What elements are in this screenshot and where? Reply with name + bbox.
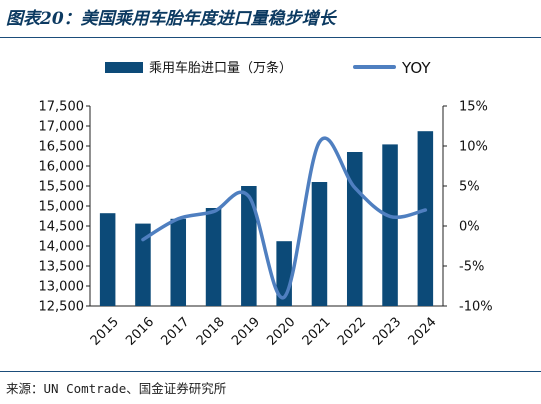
title-rule [0,37,541,38]
bar-2017 [170,218,187,306]
x-tick-label-2019: 2019 [229,315,263,349]
y-left-tick-label: 13,500 [39,260,85,275]
y-left-tick-label: 12,500 [39,300,85,315]
legend-label-bar: 乘用车胎进口量（万条） [149,60,292,76]
y-right-tick-label: 15% [459,100,488,115]
y-left-tick-label: 14,000 [39,240,85,255]
yoy-line-series [141,136,428,300]
source-note: 来源：UN Comtrade、国金证券研究所 [6,381,227,396]
bar-2022 [346,152,363,306]
bar-series [99,131,434,306]
bar-2018 [205,208,222,306]
y-left-tick-label: 13,000 [39,280,85,295]
x-tick-label-2015: 2015 [88,315,122,349]
x-tick-label-2020: 2020 [264,315,298,349]
axes: 12,500 13,000 13,500 14,000 14,500 15,000 15,5… [39,100,493,315]
x-tick-label-2017: 2017 [159,315,193,349]
footer-rule [0,371,541,372]
bar-2023 [382,144,398,306]
x-tick-label-2022: 2022 [335,315,369,349]
y-left-tick-label: 14,500 [39,220,85,235]
x-tick-label-2023: 2023 [370,315,404,349]
legend-swatch-bar [105,62,143,73]
combo-chart: 乘用车胎进口量（万条） YOY 12,50013,00013,50014,0001… [39,59,493,349]
x-tick-label-2018: 2018 [194,315,228,349]
y-right-tick-label: -10% [459,300,493,315]
bar-2024 [417,131,434,306]
legend: 乘用车胎进口量（万条） YOY [105,59,431,77]
bar-2019 [241,186,257,306]
y-left-tick-label: 16,000 [39,160,85,175]
x-tick-label-2016: 2016 [123,315,157,349]
x-tick-label-2024: 2024 [406,315,440,349]
bar-2015 [99,213,116,306]
y-right-tick-label: -5% [459,260,484,275]
y-right-tick-label: 5% [459,180,480,195]
legend-label-line: YOY [401,59,431,77]
x-tick-label-2021: 2021 [300,315,334,349]
yoy-line [141,136,428,300]
y-left-tick-label: 17,000 [39,120,85,135]
y-left-tick-label: 15,500 [39,180,85,195]
bar-2021 [311,182,328,306]
y-left-tick-label: 16,500 [39,140,85,155]
y-left-tick-label: 17,500 [39,100,85,115]
x-tick-labels: 2015 2016 2017 2018 2019 2020 2021 2022 2023 2024 [88,315,440,349]
figure-title: 图表20：美国乘用车胎年度进口量稳步增长 [6,9,336,29]
y-right-tick-label: 10% [459,140,488,155]
y-right-tick-label: 0% [459,220,480,235]
bar-2016 [135,223,151,306]
y-left-tick-label: 15,000 [39,200,85,215]
